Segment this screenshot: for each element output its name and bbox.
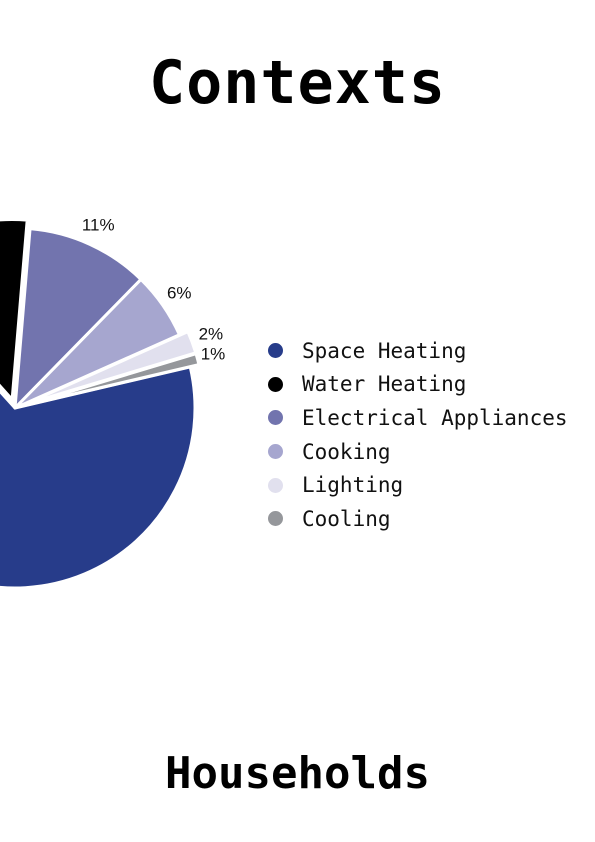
chart-legend: Space Heating Water Heating Electrical App… — [268, 334, 568, 536]
legend-item-lighting: Lighting — [268, 468, 568, 502]
legend-label: Space Heating — [302, 338, 467, 363]
legend-item-cooking: Cooking — [268, 435, 568, 469]
legend-swatch — [268, 444, 283, 460]
page-title: Contexts — [149, 48, 446, 118]
page-footer: Households — [165, 748, 430, 799]
pie-value-label-lighting: 2% — [199, 325, 224, 344]
pie-slice-cooling — [22, 352, 201, 408]
legend-item-space-heating: Space Heating — [268, 334, 568, 368]
pie-slice-electrical-appliances — [13, 227, 143, 410]
pie-value-label-electrical-appliances: 11% — [82, 216, 115, 235]
legend-swatch — [268, 477, 283, 493]
legend-label: Cooling — [302, 506, 391, 531]
legend-item-electrical-appliances: Electrical Appliances — [268, 401, 568, 435]
legend-label: Electrical Appliances — [302, 405, 568, 430]
legend-swatch — [268, 343, 283, 359]
legend-swatch — [268, 511, 283, 527]
pie-value-label-cooking: 6% — [167, 283, 192, 302]
pie-value-label-cooling: 1% — [201, 344, 226, 363]
legend-swatch — [268, 410, 283, 426]
legend-label: Lighting — [302, 473, 404, 498]
legend-item-water-heating: Water Heating — [268, 368, 568, 402]
legend-label: Cooking — [302, 439, 391, 464]
legend-item-cooling: Cooling — [268, 502, 568, 536]
legend-swatch — [268, 376, 283, 392]
legend-label: Water Heating — [302, 372, 467, 397]
pie-slice-water-heating — [0, 218, 29, 401]
pie-slice-space-heating — [0, 365, 197, 590]
